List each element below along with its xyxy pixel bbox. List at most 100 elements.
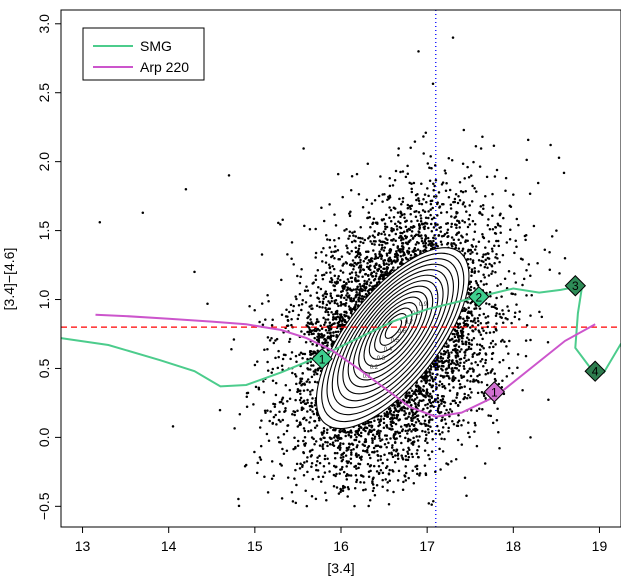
scatter-point (430, 396, 434, 399)
scatter-point (374, 240, 377, 243)
scatter-point (359, 481, 362, 484)
scatter-point (462, 365, 466, 368)
scatter-point (451, 361, 454, 364)
scatter-point (293, 436, 296, 439)
scatter-point (504, 189, 507, 192)
scatter-point (342, 470, 346, 474)
scatter-point (501, 309, 504, 312)
scatter-point (440, 402, 443, 405)
scatter-point (472, 238, 475, 241)
scatter-point (296, 439, 300, 443)
scatter-point (341, 465, 344, 469)
scatter-point (469, 374, 473, 378)
scatter-point (437, 234, 440, 237)
scatter-point (348, 252, 351, 255)
scatter-point (438, 384, 441, 387)
scatter-point (461, 247, 465, 251)
scatter-point (333, 257, 336, 260)
scatter-point (320, 206, 323, 209)
scatter-point (453, 333, 456, 336)
scatter-point (306, 367, 309, 370)
scatter-point (338, 430, 342, 434)
scatter-point (321, 302, 325, 305)
scatter-point (376, 418, 380, 421)
scatter-point (303, 461, 306, 464)
scatter-point (470, 274, 473, 278)
scatter-point (458, 386, 462, 390)
scatter-point (328, 246, 332, 249)
scatter-point (441, 181, 445, 184)
scatter-point (492, 144, 496, 147)
scatter-point (310, 375, 314, 379)
scatter-point (363, 282, 366, 285)
scatter-point (353, 433, 357, 437)
scatter-point (412, 436, 415, 440)
scatter-point (482, 329, 485, 333)
scatter-point (305, 418, 308, 422)
scatter-point (272, 341, 276, 345)
scatter-point (374, 255, 378, 258)
scatter-point (328, 301, 332, 305)
scatter-point (359, 226, 362, 229)
scatter-point (417, 445, 421, 448)
scatter-point (382, 426, 386, 430)
scatter-point (369, 288, 372, 291)
scatter-point (454, 193, 458, 196)
scatter-point (529, 274, 532, 278)
scatter-point (368, 260, 372, 264)
scatter-point (334, 439, 337, 442)
scatter-point (462, 317, 465, 321)
scatter-point (390, 227, 393, 230)
scatter-point (429, 401, 433, 405)
scatter-point (438, 380, 442, 383)
scatter-point (324, 295, 328, 299)
scatter-point (295, 462, 299, 466)
scatter-point (327, 326, 331, 330)
scatter-point (484, 258, 487, 262)
scatter-point (302, 389, 306, 392)
scatter-point (341, 271, 345, 274)
scatter-point (301, 465, 304, 468)
scatter-point (329, 294, 333, 298)
scatter-point (267, 439, 271, 443)
scatter-point (417, 419, 421, 423)
scatter-point (440, 382, 444, 386)
scatter-point (347, 295, 350, 298)
scatter-point (484, 352, 487, 355)
scatter-point (465, 233, 469, 236)
scatter-point (331, 441, 335, 444)
scatter-point (347, 237, 350, 240)
scatter-point (414, 384, 418, 387)
scatter-point (431, 400, 435, 404)
scatter-point (468, 342, 471, 346)
scatter-point (350, 175, 354, 178)
scatter-point (442, 203, 445, 206)
scatter-point (396, 254, 400, 257)
scatter-point (331, 254, 334, 258)
scatter-point (280, 313, 284, 317)
scatter-point (277, 355, 280, 359)
scatter-point (419, 214, 422, 217)
scatter-point (328, 238, 332, 242)
scatter-point (493, 244, 496, 247)
scatter-point (435, 195, 438, 198)
scatter-point (445, 462, 448, 465)
scatter-point (459, 357, 463, 361)
scatter-point (339, 313, 343, 316)
scatter-point (557, 156, 561, 160)
scatter-point (427, 243, 430, 247)
scatter-point (253, 450, 256, 454)
scatter-point (303, 332, 306, 336)
scatter-point (380, 254, 384, 257)
scatter-point (418, 472, 422, 475)
scatter-point (427, 210, 430, 213)
scatter-point (477, 329, 480, 332)
scatter-point (311, 307, 314, 310)
scatter-point (529, 338, 532, 342)
scatter-point (470, 200, 474, 203)
scatter-point (381, 478, 384, 482)
scatter-point (417, 392, 421, 396)
scatter-point (463, 476, 467, 479)
scatter-point (358, 244, 361, 247)
scatter-point (303, 444, 307, 447)
